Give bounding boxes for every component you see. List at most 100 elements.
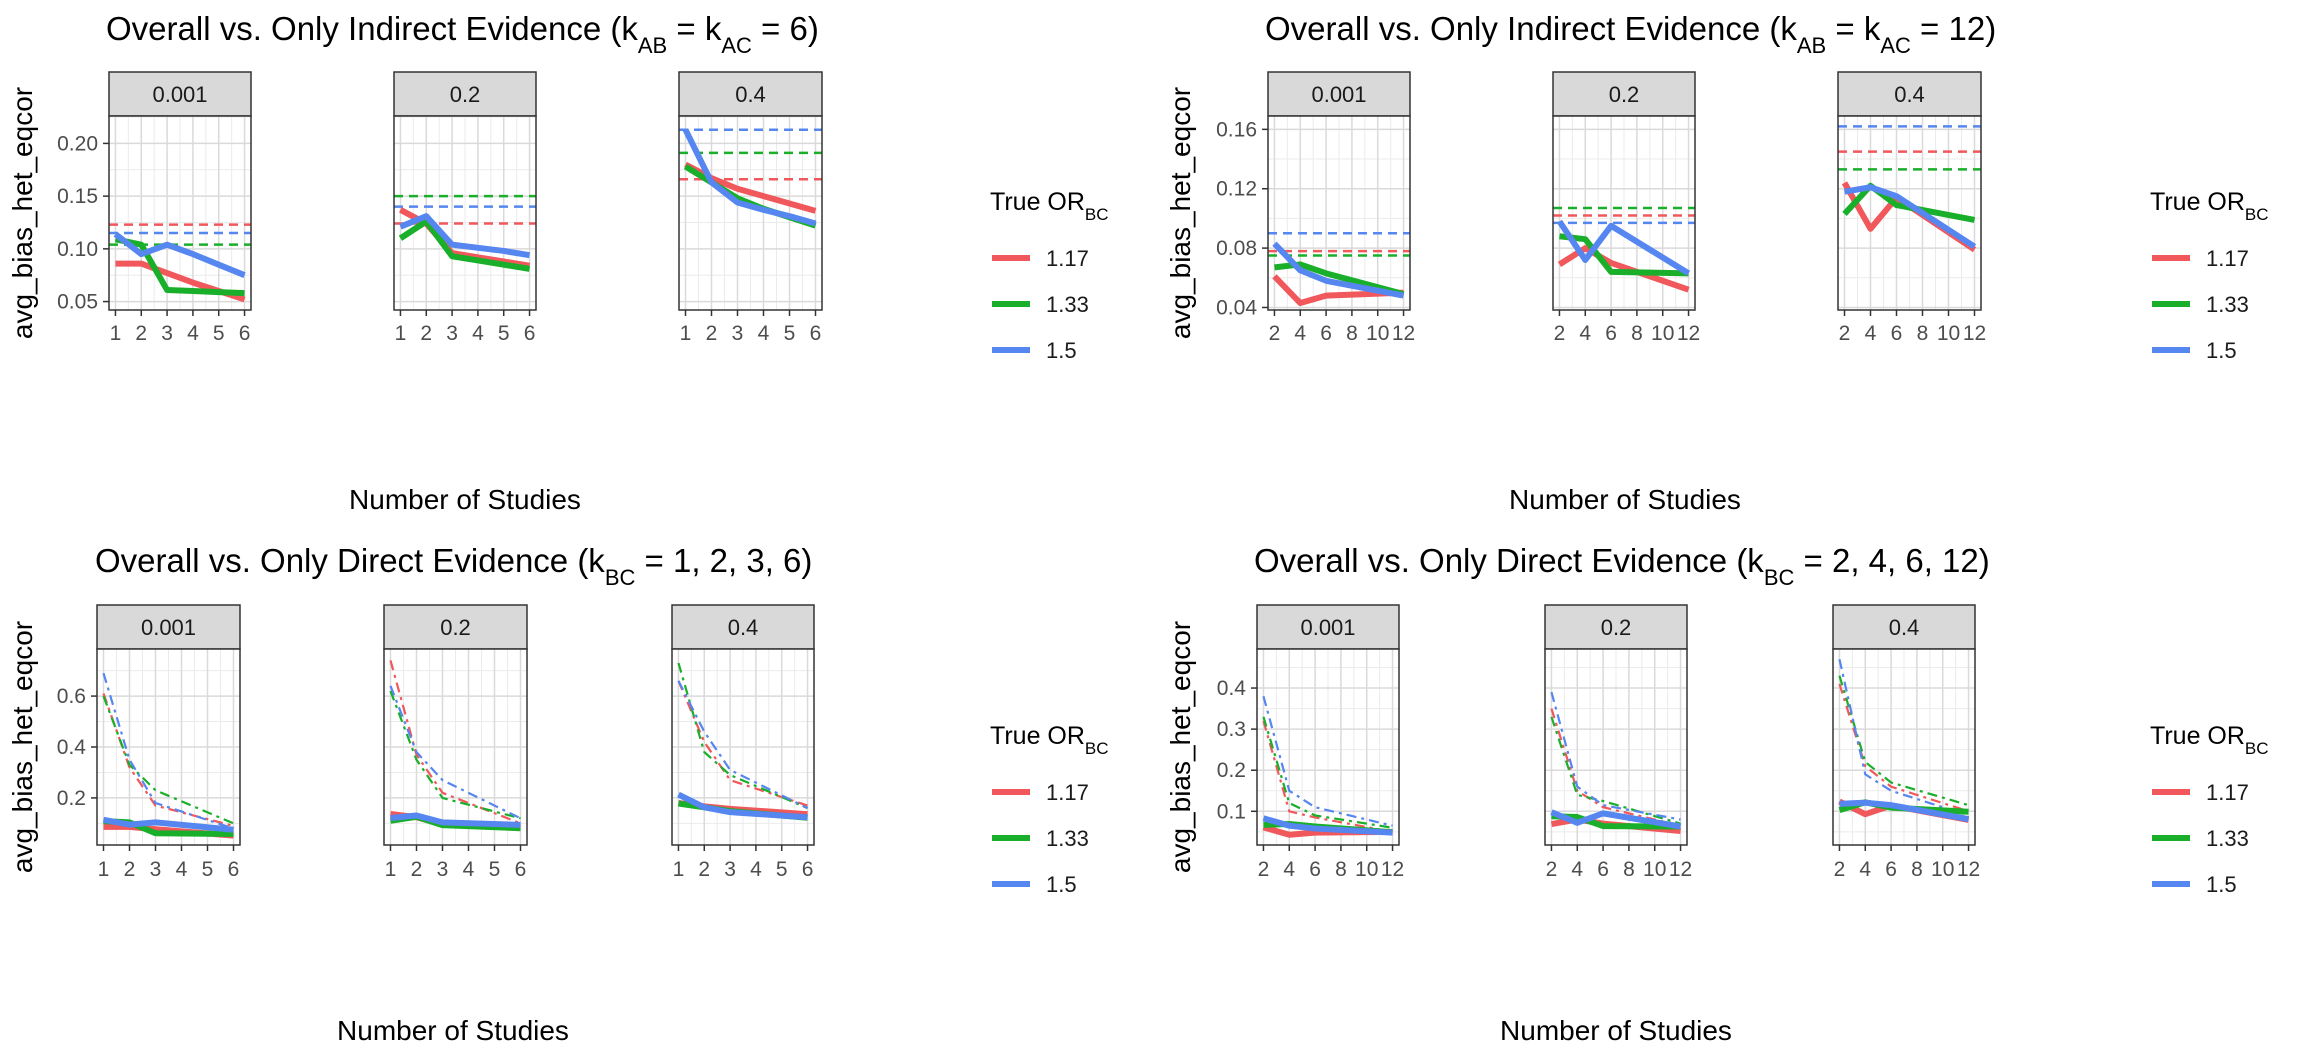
- x-tick-label: 2: [1554, 322, 1566, 345]
- facet-panel: 0.4 2 4 6 8 10 12: [1837, 71, 1986, 345]
- x-tick-label: 2: [124, 858, 136, 881]
- chart-4: Overall vs. Only Direct Evidence (kBC = …: [1165, 542, 2269, 1046]
- legend: True ORBC 1.17 1.33 1.5: [990, 722, 1109, 897]
- x-tick-label: 2: [1834, 858, 1846, 881]
- x-tick-label: 3: [161, 322, 173, 345]
- panel-border: [383, 648, 528, 846]
- y-tick-label: 0.1: [1217, 800, 1246, 823]
- facet-strip-label: 0.4: [1894, 82, 1925, 107]
- x-tick-label: 6: [1891, 322, 1903, 345]
- direct-evidence-line-1.5: [1550, 691, 1681, 821]
- panel-border: [1256, 648, 1400, 846]
- x-tick-label: 6: [1309, 858, 1321, 881]
- overall-line-1.5: [113, 231, 246, 278]
- x-tick-label: 12: [1963, 322, 1986, 345]
- legend-label: 1.33: [2206, 826, 2249, 851]
- direct-evidence-line-1.5: [1838, 659, 1969, 817]
- panel-border: [393, 115, 537, 311]
- legend-title-subscript: BC: [1085, 205, 1109, 224]
- overall-line-1.5: [390, 812, 521, 828]
- chart-3: Overall vs. Only Direct Evidence (kBC = …: [7, 542, 1109, 1046]
- title-part: = 6): [752, 10, 819, 47]
- y-tick-label: 0.05: [57, 291, 98, 314]
- x-tick-label: 3: [150, 858, 162, 881]
- y-tick-label: 0.08: [1216, 237, 1257, 260]
- x-tick-label: 3: [437, 858, 449, 881]
- y-tick-label: 0.2: [57, 787, 86, 810]
- x-tick-label: 4: [187, 322, 199, 345]
- facet-panel: 0.2 1 2 3 4 5 6: [393, 71, 537, 345]
- legend-title-subscript: BC: [2245, 739, 2269, 758]
- x-axis-label: Number of Studies: [1500, 1015, 1732, 1046]
- overall-line-1.5: [682, 128, 817, 227]
- x-tick-label: 5: [776, 858, 788, 881]
- overall-line-1.33: [114, 236, 245, 297]
- direct-evidence-line-1.33: [1838, 675, 1969, 807]
- x-tick-label: 1: [98, 858, 110, 881]
- x-tick-label: 1: [673, 858, 685, 881]
- y-tick-label: 0.10: [57, 238, 98, 261]
- y-tick-label: 0.3: [1217, 718, 1246, 741]
- title-part: = k: [667, 10, 722, 47]
- facet-panel: 0.4 2 4 6 8 10 12: [1832, 604, 1980, 881]
- legend-label: 1.17: [1046, 780, 1089, 805]
- title-subscript: AB: [1797, 33, 1826, 58]
- x-tick-label: 5: [489, 858, 501, 881]
- title-part: = 12): [1911, 10, 1996, 47]
- y-tick-label: 0.6: [57, 685, 86, 708]
- x-tick-label: 8: [1335, 858, 1347, 881]
- x-tick-label: 2: [706, 322, 718, 345]
- facet-strip-label: 0.2: [440, 615, 471, 640]
- y-tick-label: 0.4: [57, 736, 87, 759]
- x-tick-label: 6: [1320, 322, 1332, 345]
- x-tick-label: 8: [1911, 858, 1923, 881]
- legend-label: 1.5: [1046, 338, 1077, 363]
- x-tick-label: 4: [1579, 322, 1591, 345]
- facet-strip-label: 0.2: [1609, 82, 1640, 107]
- legend-label: 1.33: [2206, 292, 2249, 317]
- x-tick-label: 6: [1885, 858, 1897, 881]
- chart-title: Overall vs. Only Indirect Evidence (kAB …: [106, 10, 819, 58]
- legend: True ORBC 1.17 1.33 1.5: [2150, 188, 2269, 363]
- facet-panel: 0.4 1 2 3 4 5 6: [678, 71, 823, 345]
- legend-label: 1.17: [2206, 246, 2249, 271]
- legend-title: True ORBC: [2150, 188, 2269, 224]
- facet-strip-label: 0.001: [152, 82, 207, 107]
- legend-title-subscript: BC: [1085, 739, 1109, 758]
- x-tick-label: 10: [1937, 322, 1960, 345]
- title-subscript: BC: [605, 565, 636, 590]
- title-part: = 1, 2, 3, 6): [635, 542, 812, 579]
- overall-line-1.17: [1272, 274, 1404, 307]
- panel-border: [678, 115, 823, 311]
- title-part: = 2, 4, 6, 12): [1794, 542, 1989, 579]
- x-axis-label: Number of Studies: [337, 1015, 569, 1046]
- x-tick-label: 4: [1571, 858, 1583, 881]
- x-tick-label: 2: [1839, 322, 1851, 345]
- facet-strip-label: 0.001: [141, 615, 196, 640]
- y-tick-label: 0.15: [57, 185, 98, 208]
- facet-strip: [96, 604, 241, 650]
- y-tick-label: 0.04: [1216, 296, 1257, 319]
- y-axis-label: avg_bias_het_eqcor: [7, 621, 38, 873]
- overall-line-1.5: [1843, 184, 1977, 250]
- x-tick-label: 10: [1355, 858, 1378, 881]
- x-tick-label: 4: [750, 858, 762, 881]
- x-tick-label: 5: [784, 322, 796, 345]
- direct-evidence-line-1.33: [389, 690, 521, 820]
- facet-strip: [1256, 604, 1400, 650]
- facet-panel: 0.2 2 4 6 8 10 12: [1552, 71, 1700, 345]
- x-tick-label: 2: [411, 858, 423, 881]
- legend: True ORBC 1.17 1.33 1.5: [2150, 722, 2269, 897]
- x-tick-label: 4: [758, 322, 770, 345]
- chart-2: Overall vs. Only Indirect Evidence (kAB …: [1165, 10, 2269, 515]
- chart-1: Overall vs. Only Indirect Evidence (kAB …: [7, 10, 1109, 515]
- x-tick-label: 4: [1859, 858, 1871, 881]
- overall-line-1.5: [1839, 799, 1970, 823]
- title-part: Overall vs. Only Indirect Evidence (k: [106, 10, 638, 47]
- x-tick-label: 4: [1283, 858, 1295, 881]
- overall-line-1.33: [1842, 182, 1976, 223]
- x-tick-label: 8: [1346, 322, 1358, 345]
- x-tick-label: 6: [802, 858, 814, 881]
- facet-strip-label: 0.4: [1889, 615, 1920, 640]
